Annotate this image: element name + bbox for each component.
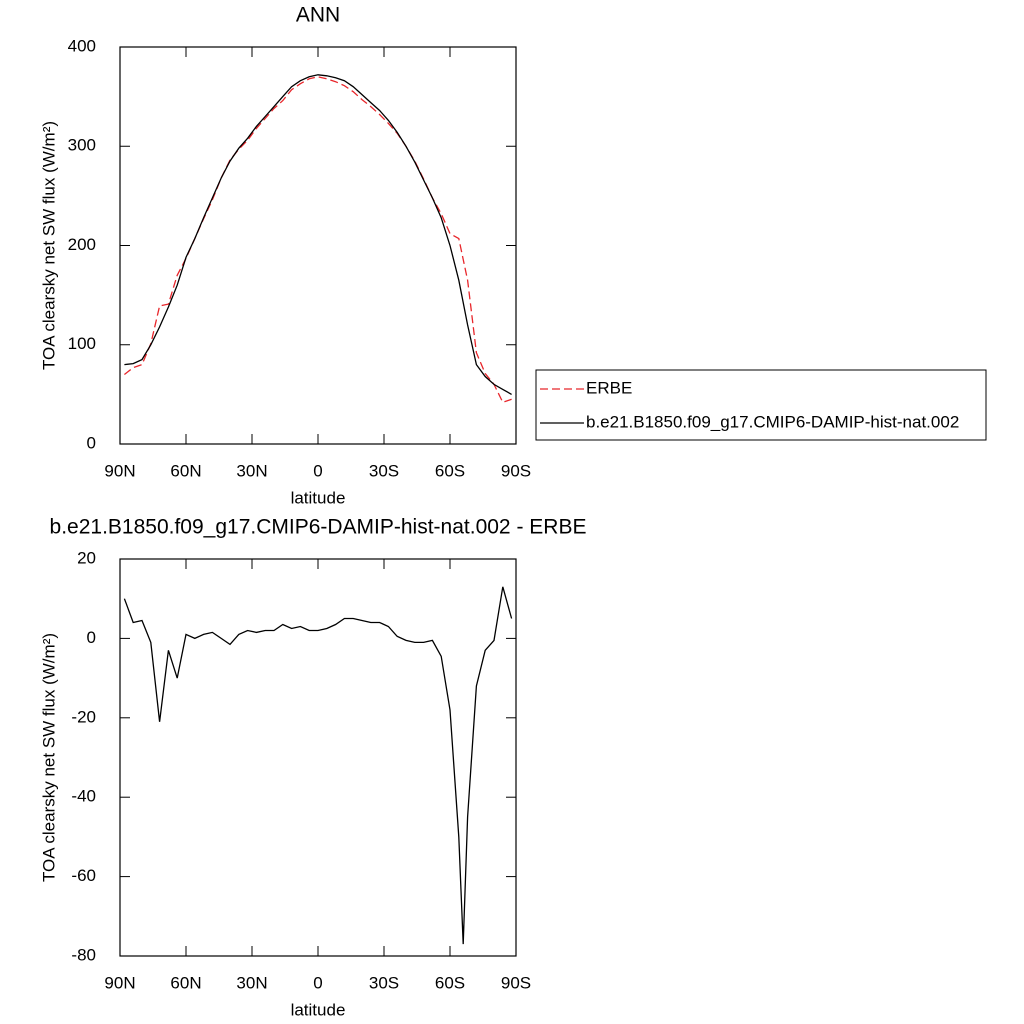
y-tick-label: -20	[71, 707, 96, 726]
x-axis-label: latitude	[291, 1000, 346, 1019]
y-tick-label: 0	[87, 433, 96, 452]
y-tick-label: 400	[68, 36, 96, 55]
y-tick-label: -40	[71, 787, 96, 806]
x-tick-label: 90S	[501, 461, 531, 480]
x-tick-label: 60S	[435, 461, 465, 480]
legend-label: b.e21.B1850.f09_g17.CMIP6-DAMIP-hist-nat…	[586, 412, 959, 431]
x-tick-label: 0	[313, 461, 322, 480]
x-tick-label: 90N	[104, 461, 135, 480]
y-tick-label: 300	[68, 136, 96, 155]
legend-label: ERBE	[586, 378, 632, 397]
x-tick-label: 30S	[369, 973, 399, 992]
y-tick-label: 20	[77, 548, 96, 567]
x-tick-label: 30N	[236, 973, 267, 992]
x-tick-label: 0	[313, 973, 322, 992]
y-axis-label: TOA clearsky net SW flux (W/m²)	[39, 121, 58, 370]
x-axis-label: latitude	[291, 488, 346, 507]
data-line	[123, 586, 513, 945]
y-tick-label: 0	[87, 628, 96, 647]
x-tick-label: 60S	[435, 973, 465, 992]
chart-title: b.e21.B1850.f09_g17.CMIP6-DAMIP-hist-nat…	[50, 516, 587, 539]
y-tick-label: -60	[71, 866, 96, 885]
x-tick-label: 90S	[501, 973, 531, 992]
y-axis-label: TOA clearsky net SW flux (W/m²)	[39, 633, 58, 882]
data-line	[123, 76, 512, 404]
data-line	[124, 74, 512, 395]
chart-title: ANN	[296, 4, 340, 27]
x-tick-label: 30S	[369, 461, 399, 480]
y-tick-label: 200	[68, 235, 96, 254]
x-tick-label: 90N	[104, 973, 135, 992]
x-tick-label: 60N	[170, 973, 201, 992]
plot-frame	[119, 46, 517, 445]
y-tick-label: -80	[71, 945, 96, 964]
plot-frame	[119, 558, 517, 957]
y-tick-label: 100	[68, 334, 96, 353]
x-tick-label: 60N	[170, 461, 201, 480]
legend-box	[535, 369, 987, 441]
x-tick-label: 30N	[236, 461, 267, 480]
